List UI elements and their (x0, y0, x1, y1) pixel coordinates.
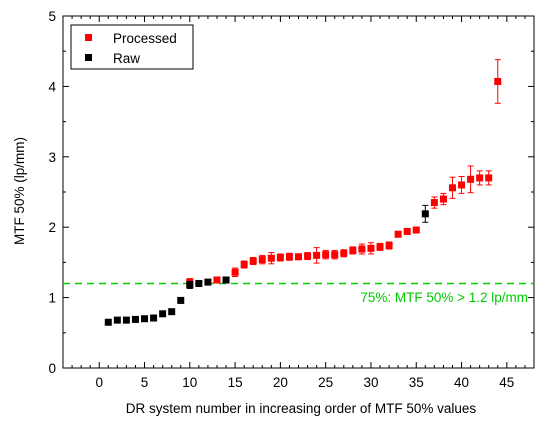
data-point (394, 230, 402, 238)
y-tick-label: 4 (48, 79, 56, 94)
data-point (476, 174, 484, 182)
data-point (349, 246, 357, 254)
data-point (494, 77, 502, 85)
legend-box (70, 24, 194, 70)
series-processed (186, 59, 502, 287)
data-point (458, 181, 466, 189)
y-tick-label: 2 (48, 220, 56, 235)
x-tick-label: 15 (228, 375, 243, 390)
data-point (186, 281, 194, 289)
data-point (159, 310, 167, 318)
data-point (430, 199, 438, 207)
data-point (313, 251, 321, 259)
data-point (276, 253, 284, 261)
data-point (168, 308, 176, 316)
data-point (122, 316, 130, 324)
data-point (412, 226, 420, 234)
data-point (331, 251, 339, 259)
reference-line-label: 75%: MTF 50% > 1.2 lp/mm (360, 290, 528, 305)
data-point (439, 195, 447, 203)
y-tick-label: 1 (48, 291, 56, 306)
x-tick-label: 35 (409, 375, 424, 390)
data-point (195, 280, 203, 288)
data-point (322, 251, 330, 259)
data-point (240, 261, 248, 269)
data-point (304, 252, 312, 260)
data-point (177, 296, 185, 304)
y-tick-label: 5 (48, 9, 56, 24)
data-point (150, 314, 158, 322)
data-point (467, 175, 475, 183)
x-tick-label: 45 (499, 375, 514, 390)
x-tick-label: 5 (141, 375, 149, 390)
legend-swatch-processed (85, 34, 92, 41)
x-tick-label: 0 (95, 375, 103, 390)
y-axis-title: MTF 50% (lp/mm) (12, 137, 27, 245)
data-point (385, 242, 393, 250)
data-point (485, 174, 493, 182)
data-point (295, 253, 302, 261)
data-point (104, 318, 112, 326)
data-point (141, 315, 149, 323)
legend: Processed Raw (70, 24, 194, 70)
x-tick-label: 20 (273, 375, 288, 390)
x-tick-label: 25 (318, 375, 333, 390)
data-point (358, 245, 366, 253)
series-raw (104, 204, 429, 326)
data-point (376, 243, 384, 251)
data-point (285, 253, 293, 261)
data-point (222, 276, 230, 284)
data-point (113, 316, 121, 324)
data-point (448, 184, 456, 192)
data-point (367, 244, 375, 252)
y-tick-label: 0 (48, 361, 56, 376)
data-point (403, 227, 411, 235)
data-point (249, 257, 257, 265)
legend-label-processed: Processed (113, 31, 177, 46)
data-point (231, 268, 239, 276)
series-group (104, 59, 502, 326)
data-point (204, 278, 212, 286)
data-point (258, 256, 266, 264)
x-tick-label: 30 (363, 375, 378, 390)
data-point (131, 315, 139, 323)
x-tick-label: 10 (182, 375, 197, 390)
data-point (421, 210, 429, 218)
data-point (267, 254, 275, 262)
legend-label-raw: Raw (113, 51, 140, 66)
data-point (340, 249, 348, 257)
data-point (213, 276, 221, 284)
y-tick-label: 3 (48, 150, 56, 165)
x-tick-label: 40 (454, 375, 469, 390)
legend-swatch-raw (85, 54, 92, 61)
x-axis-title: DR system number in increasing order of … (126, 401, 477, 416)
